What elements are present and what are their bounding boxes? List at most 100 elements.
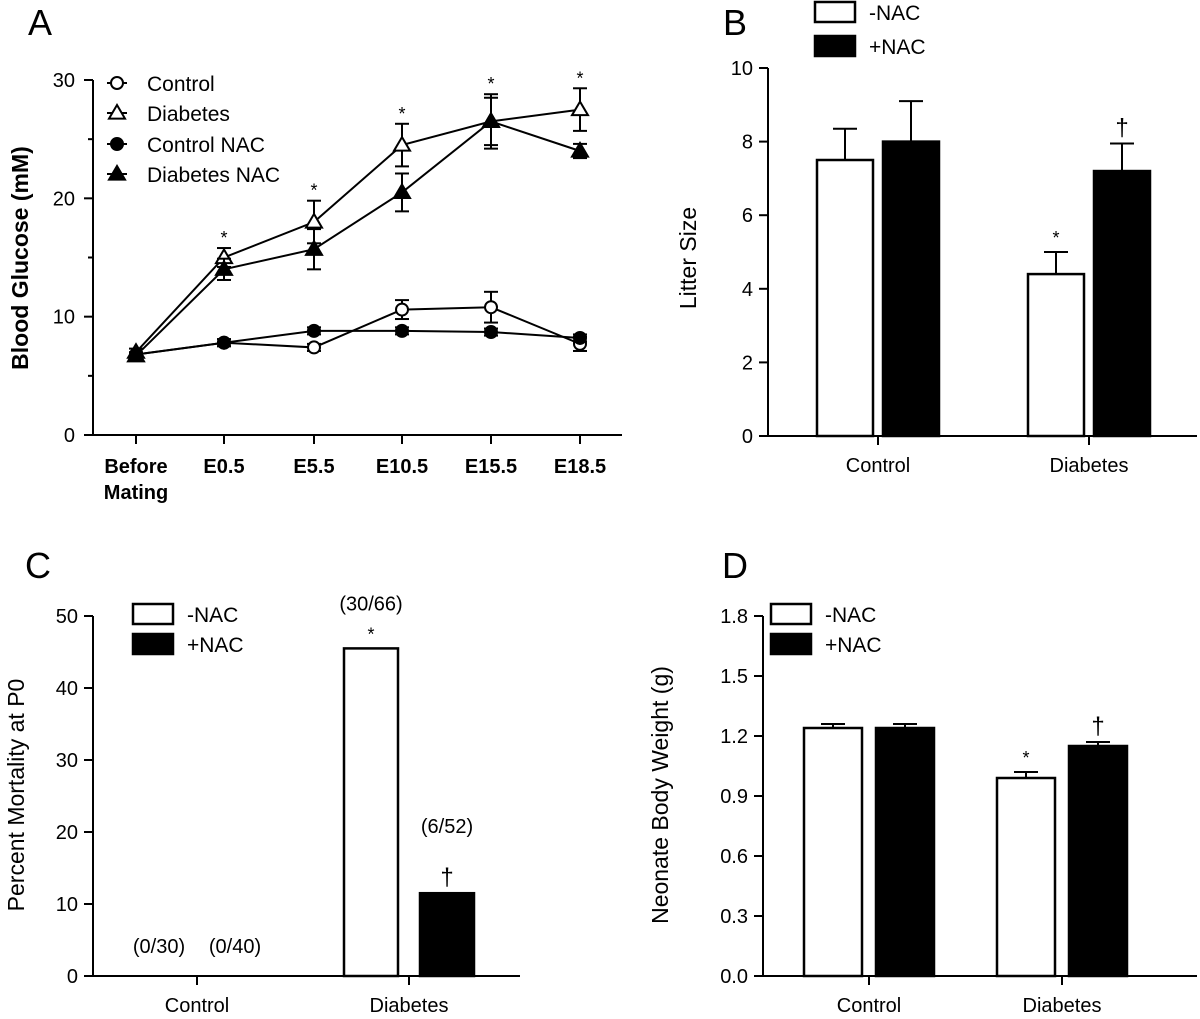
bar [1092,169,1152,438]
data-point [573,330,587,345]
y-tick-label: 4 [742,279,753,301]
y-tick-label: 0 [742,426,753,448]
panel-letter-d: D [722,545,748,586]
data-point [304,212,324,229]
y-tick-label: 8 [742,132,753,154]
x-tick-label: Before [104,456,167,478]
x-tick-label: Diabetes [370,995,449,1017]
significance-star: * [310,181,317,201]
x-tick-label: E0.5 [203,456,244,478]
y-tick-label: 10 [53,307,75,329]
series-control [129,290,587,362]
data-point [392,135,412,152]
y-tick-label: 0.9 [720,786,748,808]
legend-label: Diabetes NAC [147,164,280,187]
x-tick-label: Diabetes [1023,995,1102,1017]
y-tick-label: 1.5 [720,666,748,688]
series-line [135,120,581,357]
y-axis-label: Neonate Body Weight (g) [647,666,673,924]
y-tick-label: 0 [67,966,78,988]
y-tick-label: 50 [56,606,78,628]
x-tick-label: Control [837,995,901,1017]
y-tick-label: 0 [64,425,75,447]
legend-swatch [813,34,857,58]
legend-label: -NAC [825,604,876,627]
panel-letter-a: A [28,2,52,43]
legend-label: -NAC [187,604,238,627]
bar [881,140,941,438]
significance-star: * [1022,748,1029,768]
data-point [570,141,590,158]
significance-star: * [576,68,583,88]
panel-letter-c: C [25,545,51,586]
significance-star: * [487,74,494,94]
x-tick-label: E10.5 [376,456,428,478]
x-tick-label: Control [846,455,910,477]
x-tick-label: E5.5 [293,456,334,478]
bar [418,891,476,978]
significance-star: * [367,624,374,644]
significance-dagger: † [1091,713,1104,740]
legend-marker [110,137,124,151]
y-tick-label: 6 [742,205,753,227]
bar [1026,272,1086,438]
series-line [135,329,581,356]
legend-label: Control NAC [147,134,265,157]
y-tick-label: 40 [56,678,78,700]
data-point [126,345,146,363]
y-axis-label: Litter Size [675,207,701,309]
bar [995,776,1057,978]
data-point [304,239,324,256]
legend-swatch [131,632,175,656]
y-axis-label: Blood Glucose (mM) [7,146,33,370]
significance-dagger: † [440,864,453,891]
x-tick-label: Diabetes [1050,455,1129,477]
y-tick-label: 30 [56,750,78,772]
y-tick-label: 20 [53,188,75,210]
data-point [484,300,498,315]
panel-letter-b: B [723,2,747,43]
significance-star: * [1052,228,1059,248]
legend-label: +NAC [825,634,882,657]
x-tick-label: E15.5 [465,456,517,478]
sample-ratio: (6/52) [421,816,473,838]
series-diabetes-nac [126,93,590,363]
legend-marker [107,164,127,181]
series-control-nac [129,323,587,362]
sample-ratio: (0/30) [133,936,185,958]
series-diabetes [126,87,590,359]
data-point [395,302,409,317]
y-tick-label: 1.8 [720,606,748,628]
bar [342,647,400,978]
data-point [484,325,498,340]
x-tick-label: E18.5 [554,456,606,478]
legend-label: Control [147,73,215,96]
sample-ratio: (0/40) [209,936,261,958]
significance-dagger: † [1115,114,1128,141]
data-point [395,323,409,338]
y-tick-label: 2 [742,352,753,374]
panel-c: C 0 10 20 30 40 50 Percent Mortality at P0 Contr… [3,545,520,1017]
legend-swatch [131,602,175,626]
bar [802,726,864,978]
bar [874,726,936,978]
legend-swatch [769,632,813,656]
series-line [135,108,581,353]
x-tick-label: Control [165,995,229,1017]
legend-marker [110,76,124,90]
x-tick-label: Mating [104,482,168,504]
data-point [570,99,590,117]
y-tick-label: 30 [53,70,75,92]
legend-swatch [769,602,813,626]
data-point [307,340,321,355]
panel-d: D 0.0 0.3 0.6 0.9 1.2 1.5 1.8 Neonate Body Weigh… [647,545,1197,1017]
y-tick-label: 0.3 [720,906,748,928]
sample-ratio: (30/66) [339,593,402,615]
panel-b: B 0 2 4 6 8 10 Litter Size Control Diabetes * † -NAC… [675,0,1197,477]
y-tick-label: 10 [56,894,78,916]
data-point [214,259,234,276]
panel-a: A 0 10 20 30 Before Mating E0.5 E5.5 E10.5 E15.5 E1… [7,2,622,504]
y-axis-label: Percent Mortality at P0 [3,679,29,912]
data-point [481,111,501,129]
